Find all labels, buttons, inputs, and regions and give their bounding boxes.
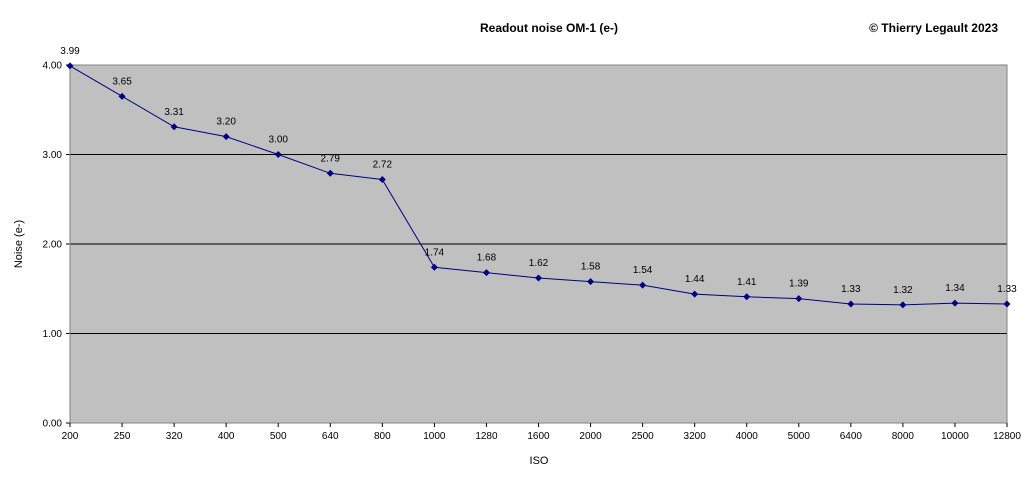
data-label: 1.33 [997, 284, 1017, 295]
data-point [535, 274, 542, 282]
data-point [691, 290, 699, 298]
data-label: 3.65 [112, 76, 132, 87]
data-point [430, 263, 438, 271]
x-tick-label: 2500 [631, 431, 654, 442]
data-label: 2.79 [321, 153, 341, 164]
data-point [222, 133, 230, 141]
data-label: 1.68 [477, 253, 497, 264]
data-label: 3.00 [268, 135, 288, 146]
axes [66, 64, 1008, 427]
y-tick-label: 3.00 [43, 150, 63, 161]
x-tick-label: 12800 [993, 431, 1021, 442]
y-tick-label: 2.00 [43, 240, 63, 251]
data-labels: 3.99 3.65 3.31 3.20 3.00 2.79 2.72 1.74 1.68 1.62… [60, 46, 1017, 296]
data-point [118, 92, 126, 100]
x-tick-label: 640 [322, 431, 339, 442]
data-label: 1.34 [945, 283, 965, 294]
chart-title: Readout noise OM-1 (e-) [480, 21, 618, 35]
data-point [274, 151, 282, 158]
data-point [639, 281, 647, 289]
x-tick-label: 8000 [892, 431, 915, 442]
data-point [847, 300, 855, 308]
x-tick-label: 800 [374, 431, 391, 442]
x-tick-label: 10000 [941, 431, 969, 442]
data-label: 1.62 [529, 258, 549, 269]
data-point [170, 123, 178, 131]
x-tick-labels: 200 250 320 400 500 640 800 1000 1280 1600 2000 250… [62, 431, 1022, 442]
x-tick-label: 320 [166, 431, 183, 442]
data-label: 1.54 [633, 265, 653, 276]
data-point [378, 176, 386, 184]
copyright-text: © Thierry Legault 2023 [869, 21, 998, 35]
data-points [66, 62, 1011, 309]
x-tick-label: 4000 [736, 431, 759, 442]
y-tick-label: 0.00 [43, 419, 63, 430]
data-label: 1.41 [737, 277, 757, 288]
data-label: 1.58 [581, 262, 601, 273]
x-tick-label: 3200 [684, 431, 707, 442]
data-label: 3.20 [216, 117, 236, 128]
data-label: 3.31 [164, 107, 184, 118]
data-label: 3.99 [60, 46, 80, 57]
data-label: 2.72 [373, 160, 393, 171]
y-tick-label: 4.00 [43, 61, 63, 72]
y-tick-label: 1.00 [43, 329, 63, 340]
data-label: 1.32 [893, 285, 913, 296]
x-tick-label: 1000 [423, 431, 446, 442]
data-point [1003, 300, 1011, 308]
data-label: 1.44 [685, 274, 705, 285]
data-label: 1.39 [789, 279, 809, 290]
x-tick-label: 1600 [527, 431, 550, 442]
x-tick-label: 6400 [840, 431, 863, 442]
data-point [795, 295, 803, 303]
y-tick-labels: 0.00 1.00 2.00 3.00 4.00 [43, 61, 63, 430]
data-point [587, 278, 595, 286]
data-point [951, 299, 959, 307]
y-axis-label: Noise (e-) [13, 220, 25, 268]
x-axis-label: ISO [530, 455, 549, 467]
x-tick-label: 250 [114, 431, 131, 442]
x-tick-label: 400 [218, 431, 235, 442]
data-label: 1.74 [425, 247, 445, 258]
x-tick-label: 2000 [579, 431, 602, 442]
x-tick-label: 5000 [788, 431, 811, 442]
data-point [66, 62, 74, 70]
data-point [326, 169, 334, 177]
data-label: 1.33 [841, 284, 861, 295]
x-tick-label: 1280 [475, 431, 498, 442]
data-point [899, 301, 907, 309]
x-tick-label: 500 [270, 431, 287, 442]
x-tick-label: 200 [62, 431, 79, 442]
data-point [482, 269, 490, 277]
data-point [743, 293, 751, 301]
